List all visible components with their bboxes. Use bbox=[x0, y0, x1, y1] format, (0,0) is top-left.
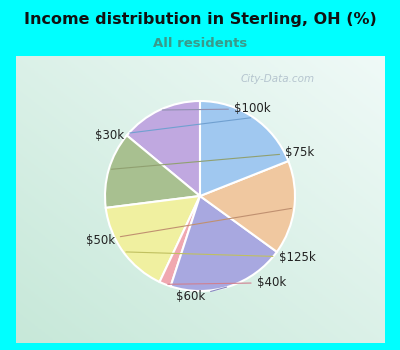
Text: $30k: $30k bbox=[95, 118, 251, 142]
Text: $50k: $50k bbox=[86, 208, 292, 246]
Wedge shape bbox=[200, 161, 295, 252]
Wedge shape bbox=[106, 196, 200, 282]
Text: All residents: All residents bbox=[153, 37, 247, 50]
Text: $125k: $125k bbox=[126, 251, 315, 264]
Text: Income distribution in Sterling, OH (%): Income distribution in Sterling, OH (%) bbox=[24, 12, 376, 27]
Text: $100k: $100k bbox=[162, 103, 270, 116]
Wedge shape bbox=[127, 101, 200, 196]
Text: City-Data.com: City-Data.com bbox=[241, 75, 315, 84]
Wedge shape bbox=[105, 135, 200, 208]
Text: $60k: $60k bbox=[176, 287, 227, 303]
Wedge shape bbox=[200, 101, 288, 196]
Wedge shape bbox=[160, 196, 200, 286]
Text: $40k: $40k bbox=[168, 276, 286, 289]
Text: $75k: $75k bbox=[112, 146, 314, 169]
Wedge shape bbox=[171, 196, 277, 291]
